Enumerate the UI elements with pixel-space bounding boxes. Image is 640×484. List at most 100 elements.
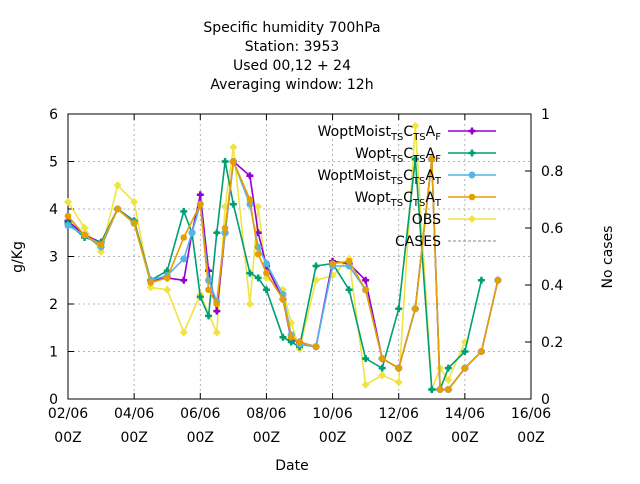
data-point [287,333,295,341]
data-point-core [446,365,451,371]
legend-label-part: A [425,190,435,206]
y-tick-label: 3 [49,250,58,266]
data-point-core [255,275,261,281]
data-point [345,257,353,265]
legend-label: WoptMoistTSCTSAT [317,168,442,187]
data-point-core [198,192,203,197]
data-point [411,121,420,130]
x-tick-label-date: 08/06 [246,406,286,422]
y-tick-label: 5 [49,155,58,171]
legend-label: WoptTSCTSAT [355,190,442,209]
data-point-core [214,308,220,314]
data-point [468,193,476,201]
x-tick-label-time: 00Z [385,430,412,446]
x-tick-label-time: 00Z [54,430,81,446]
legend-label-part: C [403,190,413,206]
series-layer [64,121,502,394]
data-point-core [396,306,401,311]
y2-tick-label: 0.8 [541,164,563,180]
x-tick-label-date: 14/06 [445,406,485,422]
data-point-core [469,128,475,134]
axis-ticks: 0 1 2 3 4 5 6 0 0.2 0.4 0.6 0.8 1 02/06 00Z 04/06 00Z 06/… [48,107,564,446]
data-point-core [462,349,468,354]
data-point [263,269,270,277]
x-tick-label-time: 00Z [451,430,478,446]
series-4 [64,155,502,393]
data-point [436,386,444,393]
data-point [245,300,254,308]
data-point [461,364,469,372]
data-point [329,260,336,267]
data-point [279,295,287,303]
data-point-core [165,268,170,273]
legend-label-part: A [425,168,435,184]
data-point [130,219,138,227]
x-tick-label-time: 00Z [517,430,544,446]
title-line: Averaging window: 12h [210,77,373,93]
data-point [445,386,452,393]
x-tick-label-date: 10/06 [312,406,352,422]
x-tick-label-time: 00Z [253,430,280,446]
x-tick-label-time: 00Z [120,430,147,446]
data-point [229,143,238,152]
data-point [279,291,287,298]
legend-label: WoptMoistTSCTSAF [318,124,442,143]
legend-label-part: TS [390,176,403,187]
series-5 [64,121,469,394]
data-point [97,241,105,248]
x-tick-label-date: 02/06 [48,406,88,422]
data-point [221,224,229,232]
data-point [361,380,370,389]
data-point [312,343,320,351]
data-point [468,171,476,179]
y2-tick-label: 0.4 [541,278,563,294]
data-point-core [231,202,236,207]
x-axis-label: Date [275,458,308,474]
data-point [246,196,254,203]
chart-title: Specific humidity 700hPa Station: 3953 Use… [203,20,380,93]
y-tick-label: 1 [49,345,58,361]
legend-label-part: WoptMoist [317,168,391,184]
legend-label-part: TS [412,132,425,143]
legend-label-part: F [435,132,441,143]
y-tick-label: 4 [49,202,58,218]
legend-label-part: TS [390,154,403,165]
data-point [254,250,262,258]
legend-label-part: T [434,176,442,187]
data-point [80,224,89,232]
y2-axis-label: No cases [600,226,616,289]
data-point-core [413,156,418,162]
series-line [67,158,499,391]
data-point-core [429,387,434,392]
y-axis-label: g/Kg [10,241,26,273]
data-point-core [264,287,269,292]
data-point [262,260,270,268]
data-point-core [346,287,352,292]
y-tick-label: 2 [49,297,58,313]
data-point [378,355,386,362]
data-point [478,348,485,355]
y2-tick-label: 0.6 [541,221,563,237]
title-line: Station: 3953 [245,39,340,55]
data-point [64,212,72,220]
legend-label: WoptTSCTSAF [355,146,441,165]
series-2 [64,155,485,393]
y-tick-label: 0 [49,392,58,408]
legend-label: OBS [412,212,441,228]
data-point [362,286,369,294]
data-point [254,243,262,251]
legend-label-part: F [435,154,441,165]
data-point-core [181,209,186,214]
data-point [444,376,453,384]
data-point [213,300,221,308]
y-tick-label: 6 [49,107,58,123]
data-point-core [379,365,385,371]
data-point [64,222,72,230]
data-point [205,286,212,294]
legend-label-part: TS [412,198,425,209]
data-point-core [206,313,211,319]
data-point [230,158,237,165]
grid [68,114,531,399]
data-point [146,283,155,292]
